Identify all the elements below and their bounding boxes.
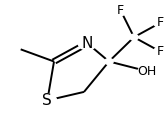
- Circle shape: [154, 17, 168, 28]
- Text: F: F: [157, 45, 164, 58]
- Text: F: F: [117, 4, 124, 17]
- Circle shape: [138, 65, 156, 78]
- Text: S: S: [43, 93, 52, 108]
- Circle shape: [38, 94, 56, 107]
- Text: OH: OH: [138, 65, 157, 78]
- Circle shape: [105, 58, 113, 65]
- Circle shape: [154, 47, 168, 57]
- Text: F: F: [157, 16, 164, 29]
- Circle shape: [78, 37, 96, 50]
- Circle shape: [130, 34, 138, 40]
- Text: N: N: [82, 36, 93, 51]
- Circle shape: [114, 5, 128, 15]
